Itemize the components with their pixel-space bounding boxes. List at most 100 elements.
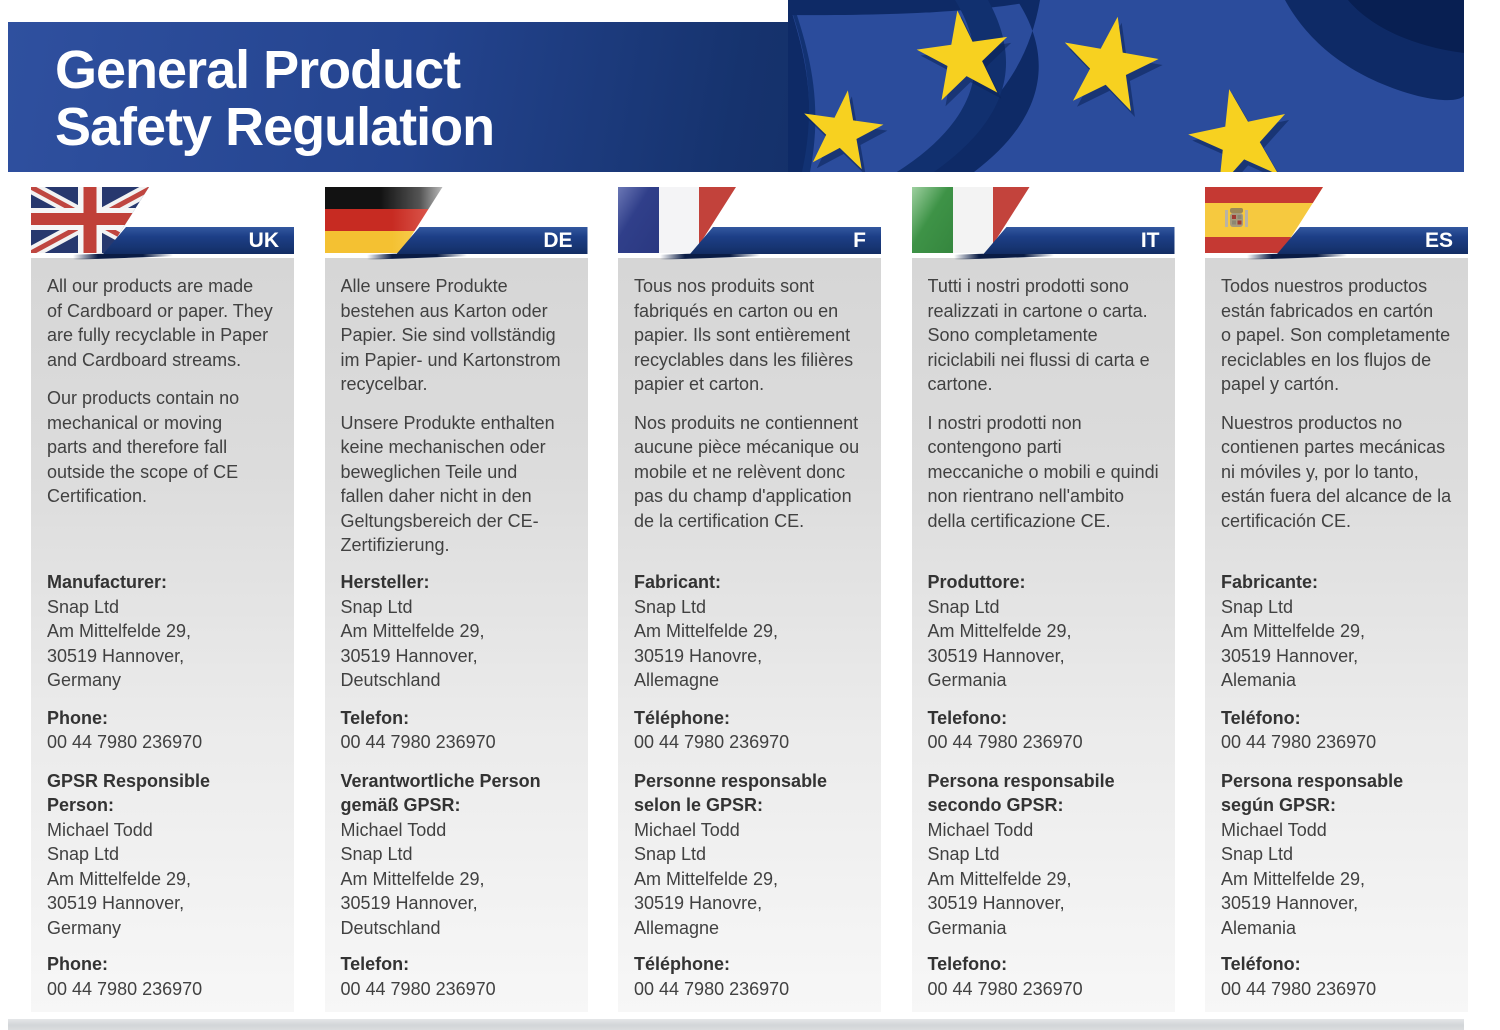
column-header: UK	[31, 187, 294, 260]
gpsr-address: Michael Todd Snap Ltd Am Mittelfelde 29,…	[47, 819, 192, 938]
language-column: ES Todos nuestros productos están fabric…	[1205, 187, 1468, 1012]
manufacturer-label: Produttore:	[927, 572, 1026, 592]
column-header: F	[618, 187, 881, 260]
phone-label: Telefono:	[927, 954, 1008, 974]
phone-number: 00 44 7980 236970	[634, 732, 790, 752]
phone-label: Telefono:	[927, 707, 1008, 728]
language-code-label: IT	[1140, 229, 1160, 252]
spain-crest	[1225, 208, 1248, 227]
intro-section: Alle unsere Produkte bestehen aus Karton…	[341, 274, 580, 570]
language-banner: UK	[103, 227, 294, 254]
intro-section: Tous nos produits sont fabriqués en cart…	[634, 274, 873, 570]
phone-label: Teléfono:	[1221, 707, 1301, 728]
info-panel: Alle unsere Produkte bestehen aus Karton…	[324, 258, 588, 1012]
manufacturer-label: Fabricante:	[1221, 572, 1319, 592]
info-panel: Tous nos produits sont fabriqués en cart…	[618, 258, 881, 1012]
gpsr-block: Persona responsable según GPSR: Michael …	[1221, 769, 1460, 941]
manufacturer-address: Snap Ltd Am Mittelfelde 29, 30519 Hanovr…	[634, 596, 779, 691]
phone-number: 00 44 7980 236970	[340, 732, 496, 752]
phone-number: 00 44 7980 236970	[47, 978, 203, 999]
language-banner: F	[690, 227, 881, 254]
gpsr-responsible-label: Personne responsable selon le GPSR:	[634, 770, 828, 816]
manufacturer-block: Manufacturer: Snap Ltd Am Mittelfelde 29…	[47, 570, 286, 693]
language-banner: DE	[396, 227, 588, 254]
column-header: ES	[1205, 187, 1468, 260]
info-panel: Todos nuestros productos están fabricado…	[1205, 258, 1468, 1012]
phone-number: 00 44 7980 236970	[1221, 732, 1377, 752]
phone-block: Téléphone: 00 44 7980 236970	[634, 706, 873, 755]
phone-number: 00 44 7980 236970	[927, 978, 1083, 999]
language-columns: UK All our products are made of Cardboar…	[31, 187, 1469, 1012]
language-column: DE Alle unsere Produkte bestehen aus Kar…	[324, 187, 588, 1012]
phone-block-2: Phone: 00 44 7980 236970	[47, 952, 286, 1001]
ce-paragraph: I nostri prodotti non contengono parti m…	[927, 412, 1159, 531]
manufacturer-label: Hersteller:	[340, 572, 430, 592]
intro-section: Todos nuestros productos están fabricado…	[1221, 274, 1460, 570]
manufacturer-block: Fabricant: Snap Ltd Am Mittelfelde 29, 3…	[634, 570, 873, 693]
info-panel: Tutti i nostri prodotti sono realizzati …	[911, 258, 1175, 1012]
phone-block: Telefono: 00 44 7980 236970	[928, 706, 1167, 755]
manufacturer-label: Manufacturer:	[47, 572, 168, 592]
manufacturer-address: Snap Ltd Am Mittelfelde 29, 30519 Hannov…	[47, 596, 192, 691]
phone-block-2: Telefon: 00 44 7980 236970	[341, 952, 580, 1001]
gpsr-block: Persona responsabile secondo GPSR: Micha…	[928, 769, 1167, 941]
language-banner: ES	[1277, 227, 1468, 254]
materials-paragraph: Tutti i nostri prodotti sono realizzati …	[927, 276, 1150, 394]
phone-block-2: Teléfono: 00 44 7980 236970	[1221, 952, 1460, 1001]
phone-block: Phone: 00 44 7980 236970	[47, 706, 286, 755]
gpsr-block: GPSR Responsible Person: Michael Todd Sn…	[47, 769, 286, 941]
ce-paragraph: Nuestros productos no contienen partes m…	[1221, 412, 1452, 531]
language-column: UK All our products are made of Cardboar…	[31, 187, 294, 1012]
manufacturer-address: Snap Ltd Am Mittelfelde 29, 30519 Hannov…	[1221, 596, 1366, 691]
phone-block-2: Téléphone: 00 44 7980 236970	[634, 952, 873, 1001]
intro-section: Tutti i nostri prodotti sono realizzati …	[928, 274, 1167, 570]
header-title-area: General Product Safety Regulation	[8, 22, 908, 172]
materials-paragraph: All our products are made of Cardboard o…	[47, 276, 273, 370]
phone-block: Telefon: 00 44 7980 236970	[341, 706, 580, 755]
language-code-label: DE	[543, 229, 573, 252]
language-code-label: UK	[248, 229, 279, 252]
phone-label: Telefon:	[340, 707, 410, 728]
gpsr-block: Personne responsable selon le GPSR: Mich…	[634, 769, 873, 941]
header-banner: General Product Safety Regulation	[8, 0, 1464, 172]
page-title: General Product Safety Regulation	[55, 40, 495, 157]
manufacturer-block: Produttore: Snap Ltd Am Mittelfelde 29, …	[928, 570, 1167, 693]
eu-flag-image	[788, 0, 1464, 172]
phone-label: Téléphone:	[634, 954, 731, 974]
column-header: DE	[324, 187, 588, 260]
gpsr-address: Michael Todd Snap Ltd Am Mittelfelde 29,…	[1221, 819, 1366, 938]
language-code-label: F	[853, 229, 866, 252]
phone-number: 00 44 7980 236970	[634, 978, 790, 999]
phone-label: Telefon:	[340, 954, 410, 974]
materials-paragraph: Alle unsere Produkte bestehen aus Karton…	[340, 276, 561, 394]
language-column: F Tous nos produits sont fabriqués en ca…	[618, 187, 881, 1012]
phone-number: 00 44 7980 236970	[927, 732, 1083, 752]
column-header: IT	[911, 187, 1175, 260]
language-column: IT Tutti i nostri prodotti sono realizza…	[911, 187, 1175, 1012]
phone-number: 00 44 7980 236970	[47, 732, 203, 752]
gpsr-responsible-label: Persona responsabile secondo GPSR:	[927, 770, 1115, 816]
phone-number: 00 44 7980 236970	[340, 978, 496, 999]
gpsr-responsible-label: Verantwortliche Person gemäß GPSR:	[340, 770, 541, 816]
ce-paragraph: Nos produits ne contiennent aucune pièce…	[634, 412, 860, 531]
phone-label: Phone:	[47, 954, 108, 974]
phone-label: Phone:	[47, 707, 108, 728]
ce-paragraph: Our products contain no mechanical or mo…	[47, 388, 240, 506]
manufacturer-address: Snap Ltd Am Mittelfelde 29, 30519 Hannov…	[340, 596, 485, 691]
ce-paragraph: Unsere Produkte enthalten keine mechanis…	[340, 412, 555, 556]
gpsr-block: Verantwortliche Person gemäß GPSR: Micha…	[341, 769, 580, 941]
intro-section: All our products are made of Cardboard o…	[47, 274, 286, 570]
gpsr-responsible-label: GPSR Responsible Person:	[47, 770, 211, 816]
gpsr-address: Michael Todd Snap Ltd Am Mittelfelde 29,…	[927, 819, 1072, 938]
info-panel: All our products are made of Cardboard o…	[31, 258, 294, 1012]
phone-block-2: Telefono: 00 44 7980 236970	[928, 952, 1167, 1001]
materials-paragraph: Todos nuestros productos están fabricado…	[1221, 276, 1451, 394]
language-code-label: ES	[1424, 229, 1453, 252]
bottom-edge-strip	[8, 1019, 1464, 1030]
gpsr-responsible-label: Persona responsable según GPSR:	[1221, 770, 1404, 816]
materials-paragraph: Tous nos produits sont fabriqués en cart…	[634, 276, 854, 394]
manufacturer-address: Snap Ltd Am Mittelfelde 29, 30519 Hannov…	[927, 596, 1072, 691]
manufacturer-block: Hersteller: Snap Ltd Am Mittelfelde 29, …	[341, 570, 580, 693]
manufacturer-block: Fabricante: Snap Ltd Am Mittelfelde 29, …	[1221, 570, 1460, 693]
gpsr-address: Michael Todd Snap Ltd Am Mittelfelde 29,…	[340, 819, 485, 938]
